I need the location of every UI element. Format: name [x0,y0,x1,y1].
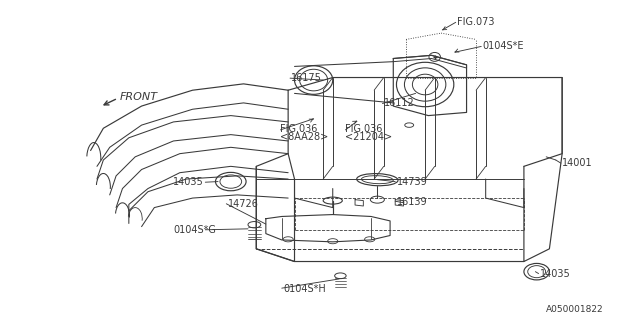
Text: 14739: 14739 [396,177,428,187]
Text: 16139: 16139 [396,197,427,207]
Text: 14035: 14035 [173,177,204,187]
Text: 0104S*G: 0104S*G [173,225,216,236]
Text: FIG.036: FIG.036 [346,124,383,134]
Text: 16175: 16175 [291,73,322,83]
Text: 14035: 14035 [540,269,571,279]
Text: 14726: 14726 [228,199,259,209]
Text: 16112: 16112 [384,98,415,108]
Text: 0104S*H: 0104S*H [283,284,326,294]
Text: FRONT: FRONT [119,92,157,102]
Text: A050001822: A050001822 [546,305,604,314]
Text: <8AA28>: <8AA28> [280,132,329,142]
Text: FIG.036: FIG.036 [280,124,318,134]
Text: 0104S*E: 0104S*E [483,41,524,51]
Text: FIG.073: FIG.073 [457,17,495,27]
Text: 14001: 14001 [562,158,593,168]
Text: <21204>: <21204> [346,132,392,142]
